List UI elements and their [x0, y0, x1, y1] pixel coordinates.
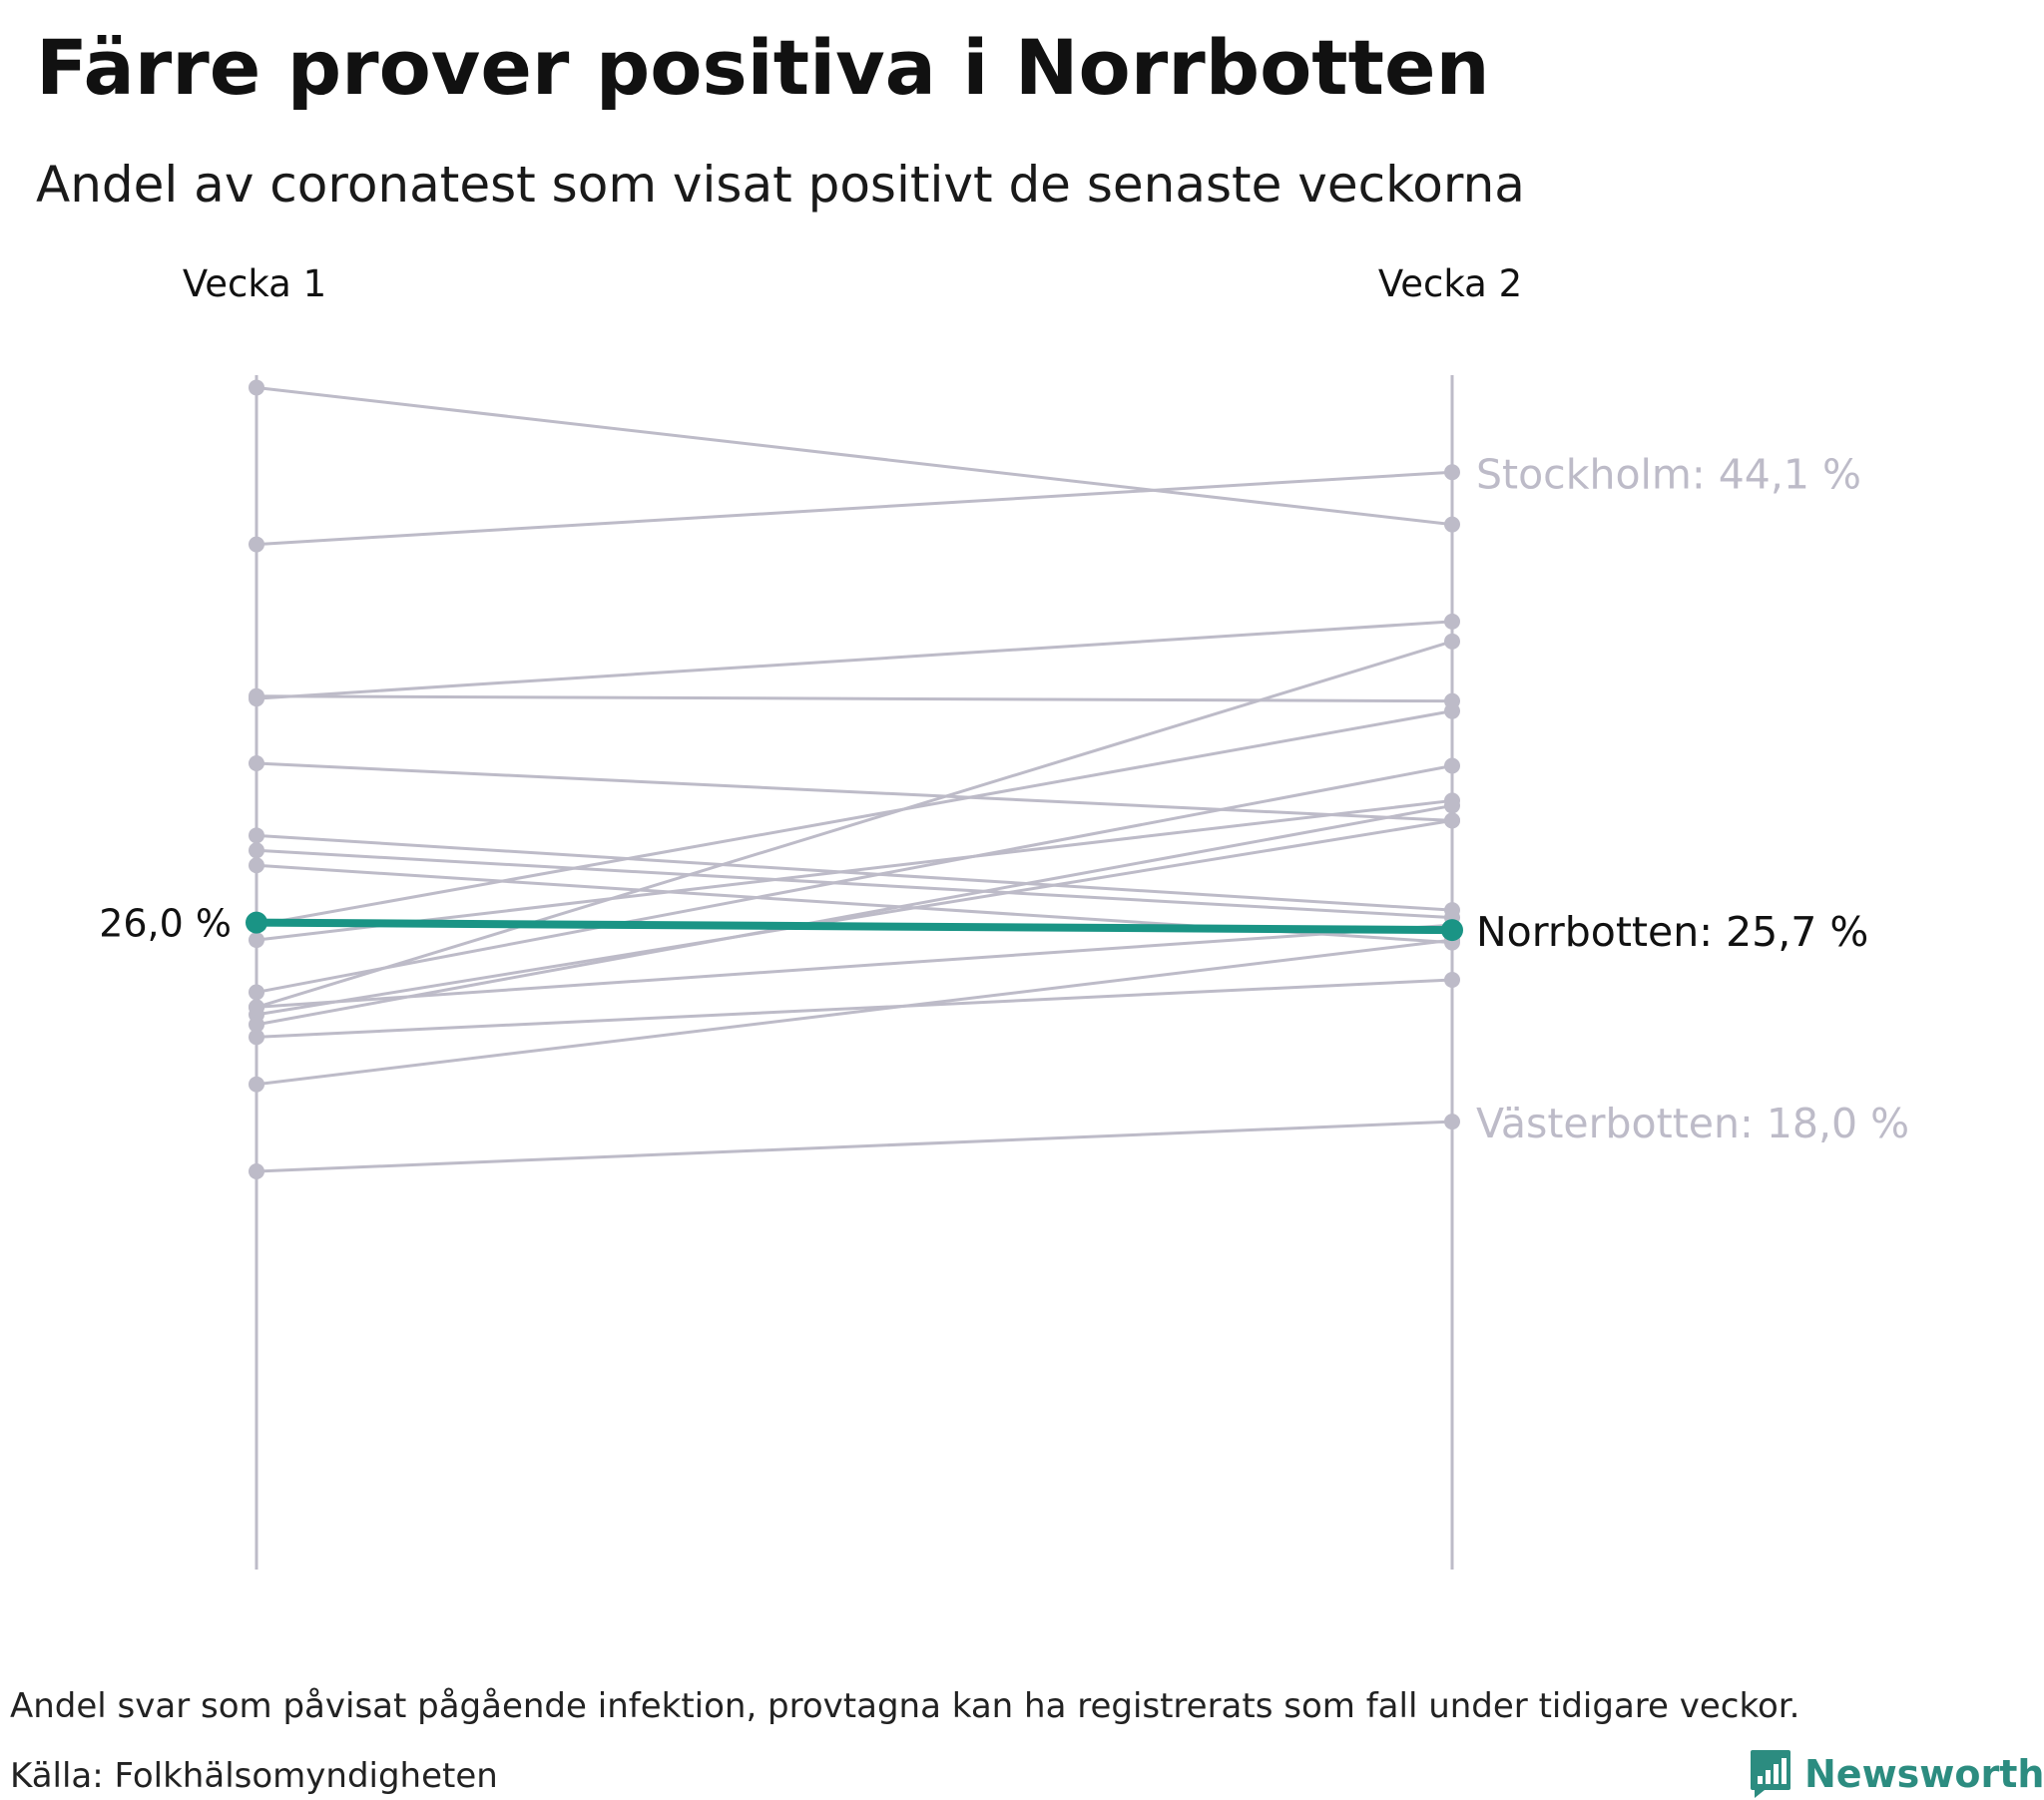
newsworthy-logo-icon [1751, 1750, 1790, 1798]
series-line-0 [256, 385, 1453, 527]
start-label-18: 26,0 % [99, 902, 232, 946]
newsworthy-logo[interactable]: Newsworthy [1749, 1748, 2044, 1800]
slope-chart: Vecka 1 Vecka 2 Stockholm: 44,1 % Västerb… [99, 262, 1909, 1570]
series-line-10 [256, 764, 1453, 994]
newsworthy-logo-text: Newsworthy [1804, 1752, 2044, 1796]
point-week-2-17 [1444, 1114, 1460, 1130]
series-line-9 [256, 709, 1453, 927]
chart-title: Färre prover positiva i Norrbotten [36, 23, 1490, 112]
end-label-1: Stockholm: 44,1 % [1476, 450, 1861, 498]
point-week-1-18 [246, 911, 267, 934]
point-week-2-18 [1441, 919, 1463, 942]
series-line-13 [256, 803, 1453, 1027]
series-line-16 [256, 938, 1453, 1087]
series-labels: Stockholm: 44,1 % Västerbotten: 18,0 % Nor… [99, 450, 1909, 1147]
series-line-2 [256, 620, 1453, 700]
end-label-17: Västerbotten: 18,0 % [1476, 1100, 1909, 1147]
point-week-1-7 [249, 857, 264, 874]
series-line-4 [256, 761, 1453, 822]
point-week-1-14 [249, 999, 264, 1016]
series-marks [246, 379, 1463, 1179]
source-note: Källa: Folkhälsomyndigheten [10, 1756, 498, 1796]
point-week-2-12 [1444, 812, 1460, 829]
point-week-1-13 [249, 1016, 264, 1033]
point-week-1-16 [249, 1076, 264, 1093]
series-line-15 [256, 978, 1453, 1039]
point-week-2-10 [1444, 757, 1460, 774]
series-line-5 [256, 833, 1453, 912]
point-week-1-5 [249, 827, 264, 844]
point-week-2-13 [1444, 797, 1460, 814]
point-week-2-1 [1444, 464, 1460, 481]
series-line-12 [256, 818, 1453, 1017]
point-week-2-11 [1444, 633, 1460, 650]
series-line-3 [256, 694, 1453, 703]
point-week-2-9 [1444, 702, 1460, 719]
point-week-2-15 [1444, 971, 1460, 988]
chart-subtitle: Andel av coronatest som visat positivt d… [36, 156, 1525, 214]
point-week-1-4 [249, 755, 264, 772]
series-line-11 [256, 640, 1453, 1009]
footnote: Andel svar som påvisat pågående infektio… [10, 1686, 1800, 1726]
point-week-2-2 [1444, 613, 1460, 630]
series-line-18 [256, 918, 1453, 935]
series-line-1 [256, 470, 1453, 547]
series-line-6 [256, 848, 1453, 920]
category-label-week-2: Vecka 2 [1378, 262, 1522, 305]
point-week-1-0 [249, 379, 264, 396]
point-week-1-6 [249, 842, 264, 859]
category-label-week-1: Vecka 1 [183, 262, 326, 305]
series-line-17 [256, 1120, 1453, 1173]
series-line-8 [256, 798, 1453, 942]
point-week-2-0 [1444, 516, 1460, 533]
point-week-1-8 [249, 932, 264, 949]
point-week-1-15 [249, 1029, 264, 1046]
point-week-1-1 [249, 536, 264, 553]
end-label-18: Norrbotten: 25,7 % [1476, 908, 1868, 956]
point-week-1-17 [249, 1163, 264, 1179]
point-week-1-10 [249, 984, 264, 1001]
point-week-1-3 [249, 687, 264, 704]
series-line-14 [256, 923, 1453, 1009]
